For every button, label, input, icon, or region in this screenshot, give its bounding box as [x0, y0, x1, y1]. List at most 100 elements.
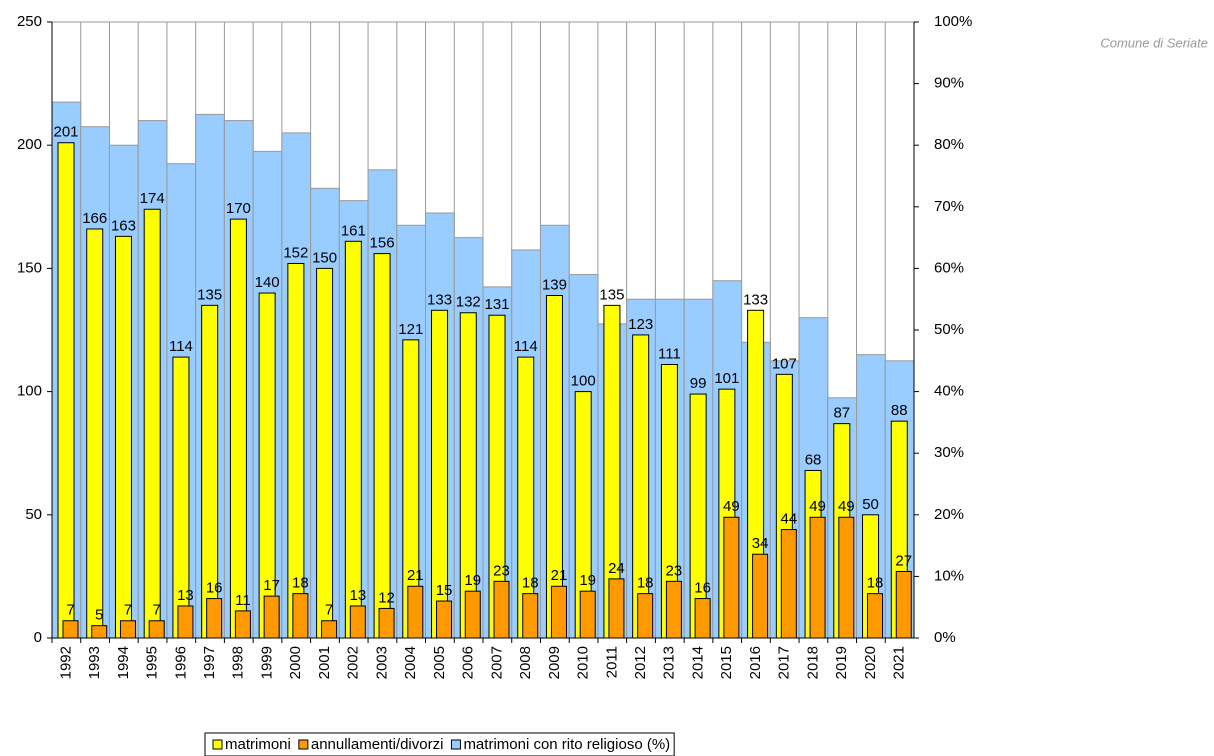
x-tick-label: 2015 — [718, 646, 735, 679]
bar — [867, 593, 884, 639]
data-label: 131 — [484, 296, 509, 313]
data-label: 7 — [325, 602, 333, 619]
bar — [206, 598, 223, 639]
y2-tick-label: 70% — [934, 198, 964, 215]
legend-label: matrimoni — [225, 736, 291, 753]
data-label: 18 — [637, 575, 654, 592]
x-tick-label: 2007 — [488, 646, 505, 679]
bar — [292, 593, 309, 639]
x-tick-label: 2010 — [575, 646, 592, 679]
x-tick-label: 2008 — [517, 646, 534, 679]
bar — [378, 607, 395, 639]
bar — [895, 570, 912, 639]
bar — [493, 580, 510, 639]
bar — [752, 553, 769, 639]
bar — [694, 598, 711, 639]
data-label: 16 — [694, 580, 711, 597]
y-tick-label: 100 — [17, 383, 42, 400]
bar — [632, 334, 650, 639]
y-tick-label: 250 — [17, 13, 42, 30]
x-tick-label: 2012 — [632, 646, 649, 679]
data-label: 7 — [66, 602, 74, 619]
x-tick-label: 1999 — [258, 646, 275, 679]
x-tick-label: 1997 — [201, 646, 218, 679]
legend-box — [204, 732, 675, 756]
bar — [608, 578, 625, 639]
data-label: 27 — [895, 552, 912, 569]
data-label: 49 — [723, 498, 740, 515]
data-label: 68 — [805, 451, 822, 468]
bar — [321, 620, 338, 639]
data-label: 107 — [772, 355, 797, 372]
y2-tick-label: 100% — [934, 13, 972, 30]
bar — [148, 620, 165, 639]
data-label: 11 — [235, 592, 251, 609]
data-label: 19 — [464, 572, 481, 589]
data-label: 101 — [714, 370, 739, 387]
data-label: 23 — [493, 562, 510, 579]
x-tick-label: 2003 — [373, 646, 390, 679]
data-label: 135 — [599, 286, 624, 303]
x-tick-label: 2014 — [689, 646, 706, 679]
bar — [838, 516, 855, 639]
legend-label: matrimoni con rito religioso (%) — [463, 736, 670, 753]
data-label: 21 — [551, 567, 568, 584]
y2-tick-label: 20% — [934, 506, 964, 523]
x-tick-label: 2016 — [747, 646, 764, 679]
data-label: 19 — [579, 572, 596, 589]
bar — [143, 208, 161, 639]
data-label: 17 — [263, 577, 280, 594]
bar — [344, 240, 362, 639]
y2-tick-label: 80% — [934, 136, 964, 153]
bar — [665, 580, 682, 639]
data-label: 5 — [95, 607, 103, 624]
data-label: 44 — [780, 511, 797, 528]
data-label: 18 — [292, 575, 309, 592]
legend: matrimoni annullamenti/divorzi matrimoni c… — [204, 732, 675, 756]
y2-tick-label: 30% — [934, 444, 964, 461]
data-label: 18 — [867, 575, 884, 592]
bar — [114, 235, 132, 639]
data-label: 12 — [378, 589, 395, 606]
y2-tick-label: 60% — [934, 259, 964, 276]
data-label: 135 — [197, 286, 222, 303]
bar — [177, 605, 194, 639]
y2-tick-label: 40% — [934, 383, 964, 400]
x-tick-label: 2017 — [776, 646, 793, 679]
x-tick-label: 2021 — [891, 646, 908, 679]
data-label: 133 — [743, 291, 768, 308]
data-label: 21 — [407, 567, 424, 584]
data-label: 114 — [514, 338, 538, 355]
bar — [229, 218, 247, 639]
x-tick-label: 2006 — [460, 646, 477, 679]
data-label: 156 — [370, 235, 395, 252]
x-tick-label: 2001 — [316, 646, 333, 679]
y-tick-label: 50 — [25, 506, 42, 523]
bar — [234, 610, 251, 639]
data-label: 161 — [341, 222, 366, 239]
x-tick-label: 2000 — [287, 646, 304, 679]
data-label: 133 — [427, 291, 452, 308]
legend-swatch — [450, 739, 461, 750]
legend-swatch — [298, 739, 309, 750]
data-label: 100 — [571, 373, 596, 390]
watermark: Comune di Seriate — [1100, 35, 1208, 50]
y-tick-label: 0 — [34, 629, 42, 646]
legend-label: annullamenti/divorzi — [311, 736, 444, 753]
bar — [637, 593, 654, 639]
x-tick-label: 2009 — [546, 646, 563, 679]
data-label: 114 — [169, 338, 193, 355]
x-tick-label: 1995 — [144, 646, 161, 679]
y2-tick-label: 0% — [934, 629, 956, 646]
data-label: 24 — [608, 560, 625, 577]
bar — [436, 600, 453, 639]
data-label: 166 — [82, 210, 107, 227]
data-label: 163 — [111, 217, 136, 234]
bar — [522, 593, 539, 639]
bar — [809, 516, 826, 639]
bar — [263, 595, 280, 639]
bar — [464, 590, 481, 639]
legend-swatch — [212, 739, 223, 750]
y2-tick-label: 50% — [934, 321, 964, 338]
data-label: 34 — [752, 535, 769, 552]
